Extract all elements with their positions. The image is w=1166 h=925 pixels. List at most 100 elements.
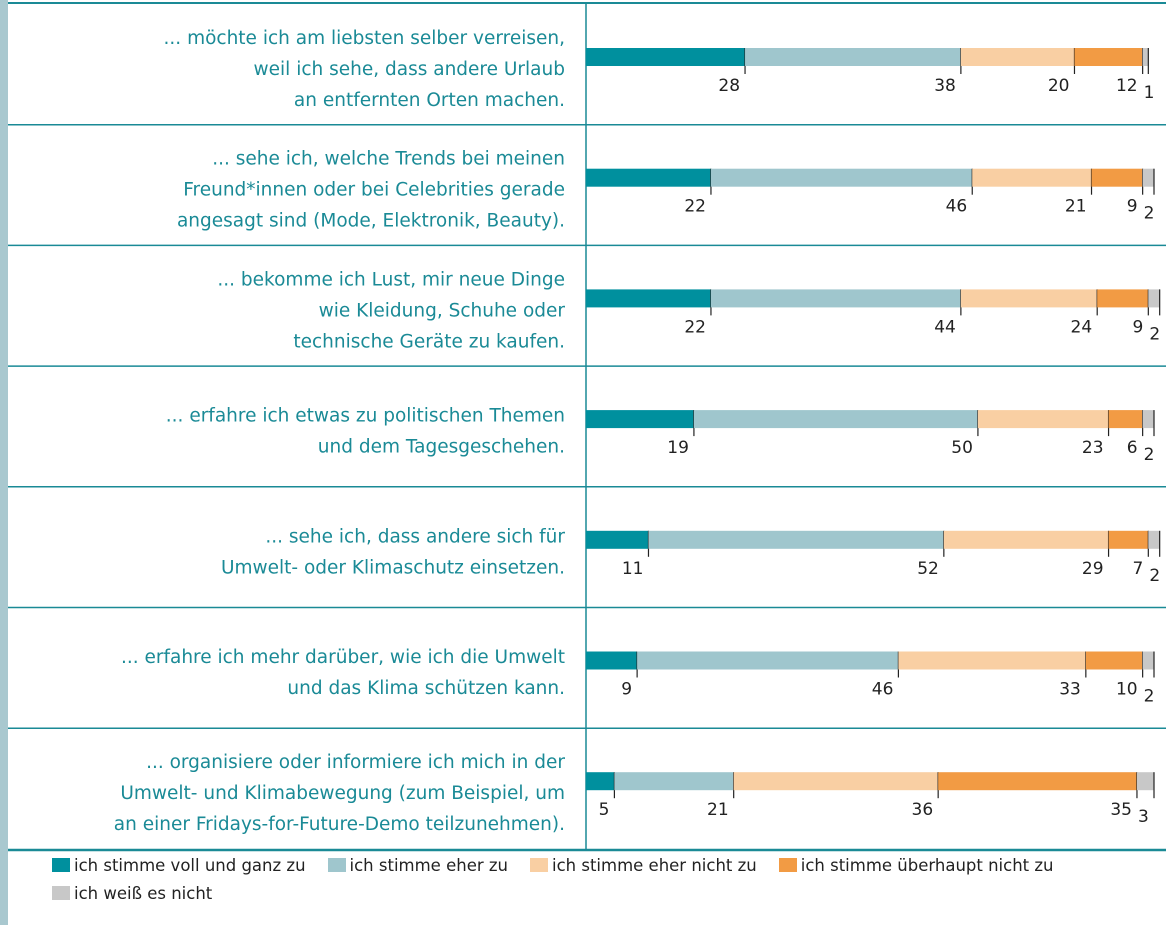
value-label: 12 bbox=[1116, 76, 1138, 96]
bar-segment bbox=[637, 651, 899, 670]
value-label: 21 bbox=[707, 800, 729, 820]
bar-segment bbox=[745, 48, 961, 66]
bar-segment bbox=[960, 48, 1075, 66]
legend-swatch bbox=[52, 858, 70, 872]
bar-segment bbox=[938, 772, 1137, 791]
bar-segment bbox=[586, 772, 615, 791]
legend: ich stimme voll und ganz zu ich stimme eh… bbox=[52, 852, 1162, 904]
value-label: 28 bbox=[718, 76, 740, 96]
legend-label: ich weiß es nicht bbox=[74, 883, 213, 903]
bar-segment bbox=[1142, 651, 1154, 670]
value-label: 1 bbox=[1144, 83, 1155, 103]
bar-segment bbox=[586, 168, 711, 187]
bar-segment bbox=[1142, 168, 1154, 187]
value-label: 2 bbox=[1149, 566, 1160, 586]
bar-segment bbox=[1142, 410, 1154, 429]
value-label: 22 bbox=[684, 317, 706, 337]
value-label: 5 bbox=[599, 800, 610, 820]
value-label: 20 bbox=[1048, 76, 1070, 96]
bar-segment bbox=[648, 530, 944, 549]
value-label: 10 bbox=[1116, 680, 1138, 700]
bar-segment bbox=[586, 410, 694, 429]
legend-swatch bbox=[327, 858, 346, 872]
value-label: 46 bbox=[872, 680, 894, 700]
category-label: ... möchte ich am liebsten selber verrei… bbox=[164, 28, 565, 49]
category-label: und dem Tagesgeschehen. bbox=[318, 437, 565, 458]
value-label: 6 bbox=[1127, 438, 1138, 458]
bar-segment bbox=[1108, 530, 1149, 549]
bar-segment bbox=[972, 168, 1092, 187]
category-label: wie Kleidung, Schuhe oder bbox=[319, 300, 566, 321]
value-label: 9 bbox=[1127, 197, 1138, 217]
legend-label: ich stimme voll und ganz zu bbox=[74, 855, 306, 875]
legend-item: ich stimme eher zu bbox=[327, 854, 508, 876]
bar-segment bbox=[1108, 410, 1143, 429]
value-label: 2 bbox=[1144, 204, 1155, 224]
legend-item: ich stimme voll und ganz zu bbox=[52, 854, 306, 876]
bar-segment bbox=[693, 410, 978, 429]
category-label: an einer Fridays-for-Future-Demo teilzun… bbox=[114, 814, 565, 835]
bar-segment bbox=[1148, 289, 1160, 308]
value-label: 3 bbox=[1138, 807, 1149, 827]
category-label: ... erfahre ich mehr darüber, wie ich di… bbox=[121, 647, 565, 668]
bar-segment bbox=[1148, 530, 1160, 549]
category-label: weil ich sehe, dass andere Urlaub bbox=[254, 59, 565, 80]
value-label: 46 bbox=[946, 197, 968, 217]
value-label: 52 bbox=[917, 559, 939, 579]
bar-segment bbox=[898, 651, 1086, 670]
side-stripe bbox=[0, 0, 8, 925]
value-label: 22 bbox=[684, 197, 706, 217]
bar-segment bbox=[1091, 168, 1143, 187]
bar-segment bbox=[733, 772, 939, 791]
category-label: ... sehe ich, welche Trends bei meinen bbox=[212, 149, 565, 170]
category-label: Umwelt- und Klimabewegung (zum Beispiel,… bbox=[120, 783, 565, 804]
bar-segment bbox=[1085, 651, 1143, 670]
value-label: 2 bbox=[1144, 445, 1155, 465]
bar-segment bbox=[614, 772, 734, 791]
value-label: 21 bbox=[1065, 197, 1087, 217]
bar-segment bbox=[586, 651, 638, 670]
bar-segment bbox=[960, 289, 1098, 308]
category-label: an entfernten Orten machen. bbox=[294, 90, 565, 111]
category-label: und das Klima schützen kann. bbox=[287, 678, 565, 699]
bar-segment bbox=[710, 168, 973, 187]
value-label: 19 bbox=[667, 438, 689, 458]
bar-segment bbox=[1097, 289, 1149, 308]
bar-segment bbox=[943, 530, 1109, 549]
value-label: 50 bbox=[951, 438, 973, 458]
value-label: 29 bbox=[1082, 559, 1104, 579]
value-label: 35 bbox=[1110, 800, 1132, 820]
legend-swatch bbox=[530, 858, 548, 872]
value-label: 33 bbox=[1059, 680, 1081, 700]
legend-label: ich stimme überhaupt nicht zu bbox=[800, 855, 1054, 875]
value-label: 9 bbox=[621, 680, 632, 700]
category-label: angesagt sind (Mode, Elektronik, Beauty)… bbox=[177, 211, 565, 232]
value-label: 23 bbox=[1082, 438, 1104, 458]
bar-segment bbox=[710, 289, 961, 308]
bar-segment bbox=[586, 530, 649, 549]
category-label: ... sehe ich, dass andere sich für bbox=[265, 526, 565, 547]
legend-swatch bbox=[778, 858, 797, 872]
category-label: Freund*innen oder bei Celebrities gerade bbox=[183, 180, 565, 201]
bar-segment bbox=[586, 48, 746, 66]
value-label: 2 bbox=[1144, 687, 1155, 707]
category-label: ... organisiere oder informiere ich mich… bbox=[146, 752, 565, 773]
category-label: technische Geräte zu kaufen. bbox=[293, 331, 565, 352]
legend-swatch bbox=[52, 886, 70, 900]
bar-segment bbox=[1074, 48, 1143, 66]
legend-label: ich stimme eher nicht zu bbox=[552, 855, 757, 875]
value-label: 36 bbox=[912, 800, 934, 820]
category-label: Umwelt- oder Klimaschutz einsetzen. bbox=[221, 557, 565, 578]
bar-segment bbox=[1142, 48, 1149, 66]
bar-segment bbox=[1136, 772, 1154, 791]
value-label: 44 bbox=[934, 317, 956, 337]
value-label: 2 bbox=[1149, 324, 1160, 344]
value-label: 38 bbox=[934, 76, 956, 96]
bar-segment bbox=[977, 410, 1109, 429]
legend-item: ich stimme eher nicht zu bbox=[530, 854, 757, 876]
value-label: 7 bbox=[1132, 559, 1143, 579]
legend-label: ich stimme eher zu bbox=[349, 855, 508, 875]
value-label: 24 bbox=[1071, 317, 1093, 337]
